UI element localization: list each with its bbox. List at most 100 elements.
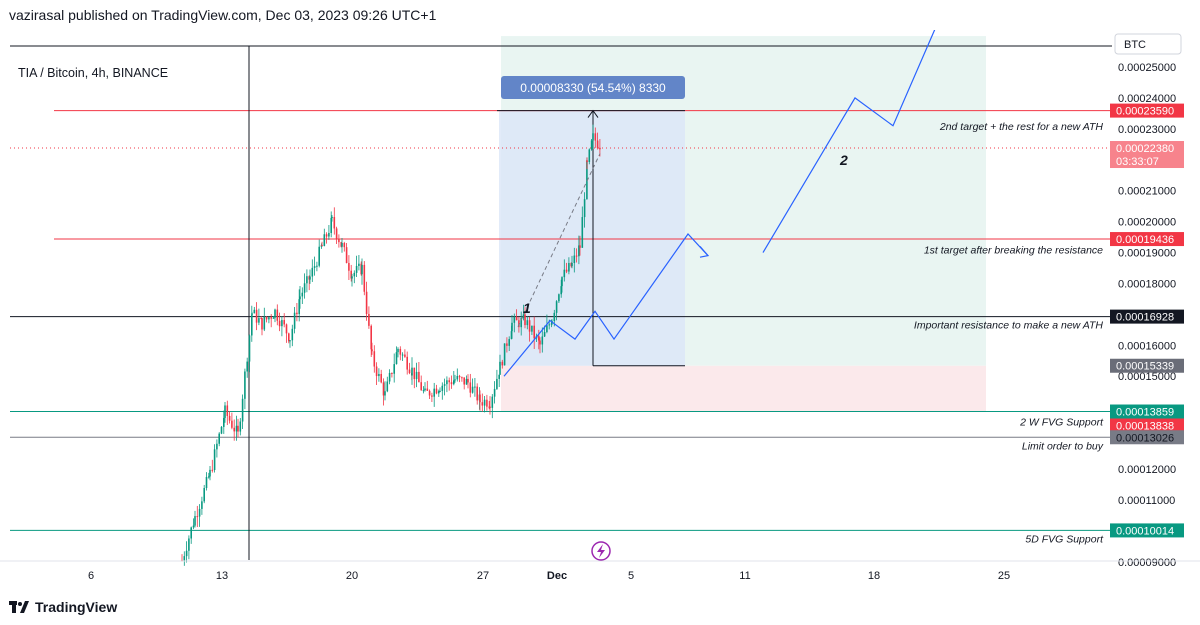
candle-body [190,527,192,539]
candle-body [375,366,378,377]
tradingview-brand: TradingView [35,599,118,615]
candle-body [338,238,340,243]
candle-body [355,265,358,273]
candle-body [328,233,330,237]
price-tick: 0.00019000 [1118,248,1176,260]
candle-body [397,348,399,353]
price-badge [1110,418,1184,433]
candle-body [220,426,223,434]
candle-body [531,325,533,332]
candle-body [226,405,229,416]
candle-body [496,378,498,389]
candle-body [248,335,251,362]
candle-body [465,378,468,385]
candle-body [481,402,484,406]
candle-body [384,391,386,396]
candle-body [291,328,294,341]
candle-body [361,264,363,275]
candle-body [586,160,588,200]
candle-body [228,415,231,421]
long-position-stop-zone [501,365,986,412]
candle-body [272,317,275,319]
price-badge-value: 0.00010014 [1116,525,1174,537]
price-badge-value: 0.00013838 [1116,421,1174,433]
candle-body [333,217,336,229]
candle-body [426,388,429,391]
candle-body [283,320,285,325]
candle-body [223,417,225,427]
candle-body [244,371,246,399]
price-tick: 0.00009000 [1118,557,1176,569]
candle-body [316,265,318,267]
publish-info: vazirasal published on TradingView.com, … [9,7,437,23]
candle-body [224,405,226,418]
candle-body [251,315,253,336]
time-tick: 6 [88,570,94,582]
measure-label-box [501,76,685,99]
candle-body [439,390,441,392]
tradingview-logo[interactable]: TradingView [9,599,117,615]
candle-body [293,312,296,329]
candle-body [303,283,306,293]
candle-body [568,263,570,272]
price-badge [1110,404,1184,419]
candle-body [408,369,411,374]
candle-body [560,286,562,295]
candle-body [558,294,560,302]
price-tick: 0.00021000 [1118,186,1176,198]
price-badge-value: 0.00022380 [1116,143,1174,155]
annotation-5: 5D FVG Support [1025,533,1104,545]
candle-body [196,516,199,518]
candle-body [435,388,438,394]
candle-body [263,316,266,330]
candle-body [288,333,290,342]
candle-body [188,538,190,551]
candle-body [251,313,253,316]
candle-body [461,377,463,379]
candle-body [237,425,239,432]
candle-body [528,320,531,332]
candle-body [458,375,461,378]
candle-body [453,380,455,385]
annotation-1: 1st target after breaking the resistance [924,245,1103,257]
measure-label-text: 0.00008330 (54.54%) 8330 [520,81,666,95]
candle-body [192,525,195,528]
candle-body [471,386,474,393]
price-chart[interactable]: 1 2 0.00008330 (54.54%) 8330 2nd target + t… [0,30,1200,590]
annotation-4: Limit order to buy [1022,440,1104,452]
candle-body [335,228,338,239]
chart-area[interactable]: 1 2 0.00008330 (54.54%) 8330 2nd target + t… [0,30,1200,590]
candle-body [404,354,406,357]
candle-body [211,469,214,471]
candle-body [433,388,435,397]
candle-body [411,367,413,376]
candle-body [501,361,504,366]
candle-body [592,133,594,141]
candle-body [520,317,522,328]
candle-body [276,309,279,321]
measure-arrow [587,109,599,118]
candle-body [321,245,323,247]
candle-body [345,247,348,264]
candle-body [448,380,450,383]
candle-body [348,263,350,271]
candle-body [371,349,373,352]
candle-body [476,386,478,401]
candle-body [493,388,496,397]
price-tick: 0.00015000 [1118,371,1176,383]
price-badge-value: 0.00016928 [1116,312,1174,324]
candle-body [443,384,446,386]
candle-body [281,320,283,327]
candle-body [498,374,500,379]
price-tick: 0.00020000 [1118,217,1176,229]
candle-body [353,272,356,277]
candle-body [450,382,453,385]
candle-body [368,313,370,326]
candle-body [216,443,218,450]
candle-body [185,550,188,557]
candle-body [278,320,281,327]
candle-body [218,433,220,444]
price-tick: 0.00024000 [1118,93,1176,105]
candle-body [399,348,402,355]
candle-body [231,420,233,428]
